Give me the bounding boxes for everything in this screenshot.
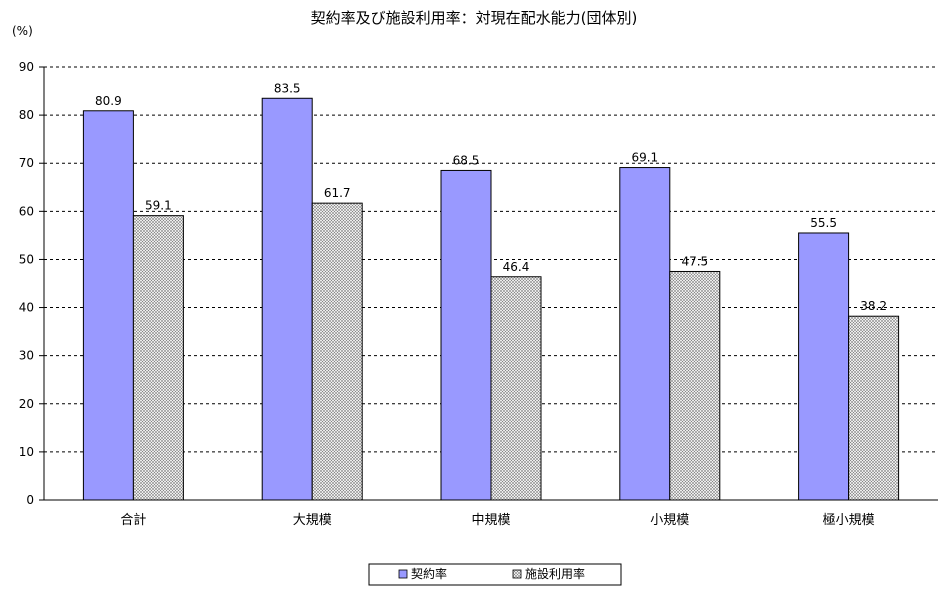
bar-contract-rate: [261, 97, 313, 501]
x-category-label: 合計: [120, 512, 146, 528]
x-category-label: 極小規模: [823, 512, 875, 528]
bar-facility-utilization: [848, 315, 900, 501]
x-category-label: 大規模: [293, 513, 332, 528]
bar-facility-utilization: [669, 270, 721, 501]
data-label: 55.5: [810, 216, 837, 230]
y-tick-label: 90: [19, 60, 34, 74]
chart-title: 契約率及び施設利用率：対現在配水能力(団体別): [311, 9, 638, 27]
y-tick-label: 30: [19, 349, 34, 363]
y-tick-label: 50: [19, 252, 34, 266]
bar-contract-rate: [798, 232, 850, 501]
y-tick-label: 10: [19, 445, 34, 459]
bar-contract-rate: [619, 167, 671, 501]
data-label: 46.4: [503, 260, 530, 274]
legend-swatch-facility-utilization: [512, 569, 522, 579]
legend-label-contract-rate: 契約率: [411, 566, 447, 581]
y-tick-label: 80: [19, 108, 34, 122]
bar-contract-rate: [82, 110, 134, 501]
data-label: 69.1: [631, 151, 658, 165]
y-tick-label: 60: [19, 204, 34, 218]
y-tick-label: 40: [19, 301, 34, 315]
x-category-label: 小規模: [650, 513, 689, 528]
data-label: 83.5: [274, 81, 301, 95]
bars: [82, 97, 900, 501]
axes: 0 10 20 30 40 50 60 70 80 90 合計 大規模 中規模 小規模 極小規模: [19, 60, 938, 528]
y-tick-label: 70: [19, 156, 34, 170]
legend: 契約率 施設利用率: [368, 563, 622, 586]
y-axis-unit-label: (%): [12, 24, 33, 38]
data-label: 38.2: [860, 299, 887, 313]
y-tick-label: 0: [26, 493, 34, 507]
bar-facility-utilization: [311, 202, 363, 501]
bar-contract-rate: [440, 169, 492, 501]
x-category-label: 中規模: [471, 513, 510, 528]
legend-box: [368, 563, 622, 586]
bar-facility-utilization: [132, 215, 184, 501]
data-labels: 80.9 59.1 83.5 61.7 68.5 46.4 69.1 47.5 55.5 38.2: [95, 81, 887, 313]
bar-facility-utilization: [490, 276, 542, 501]
data-label: 59.1: [145, 199, 172, 213]
legend-swatch-contract-rate: [398, 569, 408, 579]
y-tick-label: 20: [19, 397, 34, 411]
data-label: 80.9: [95, 94, 122, 108]
data-label: 68.5: [453, 153, 480, 167]
data-label: 47.5: [681, 254, 708, 268]
data-label: 61.7: [324, 186, 351, 200]
legend-label-facility-utilization: 施設利用率: [525, 566, 585, 581]
